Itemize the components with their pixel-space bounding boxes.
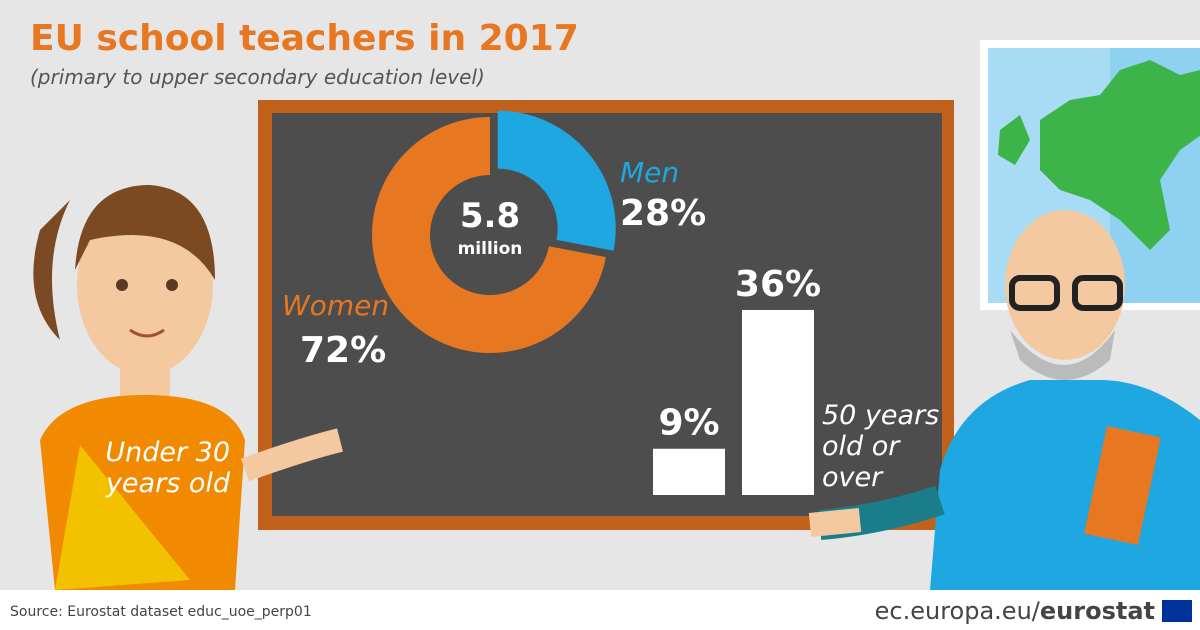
center-value: 5.8 [460,196,520,236]
category-label: Under 30 years old [105,437,230,499]
legend-label: Men [620,156,679,189]
category-label: 50 years old or over [822,400,940,493]
subtitle: (primary to upper secondary education le… [30,65,485,89]
bar [742,309,814,495]
donut-slice [497,110,616,251]
footer-site-text: ec.europa.eu/ [875,597,1041,625]
source: Source: Eurostat dataset educ_uoe_perp01 [10,604,312,620]
man [808,210,1200,590]
value-label: 72% [300,330,386,371]
bar [653,448,725,495]
eu-flag [1162,600,1192,622]
footer-brand: eurostat [1040,597,1155,625]
footer-bar [0,590,1200,630]
board [272,113,942,516]
legend-label: Women [282,289,389,322]
footer-site: ec.europa.eu/eurostat [875,597,1155,625]
title: EU school teachers in 2017 [30,18,579,59]
map [980,40,1200,310]
value-label: 9% [658,403,719,444]
center-unit: million [458,239,523,259]
donut-slice [372,117,606,353]
value-label: 36% [735,264,821,305]
woman [33,185,343,590]
value-label: 28% [620,193,706,234]
